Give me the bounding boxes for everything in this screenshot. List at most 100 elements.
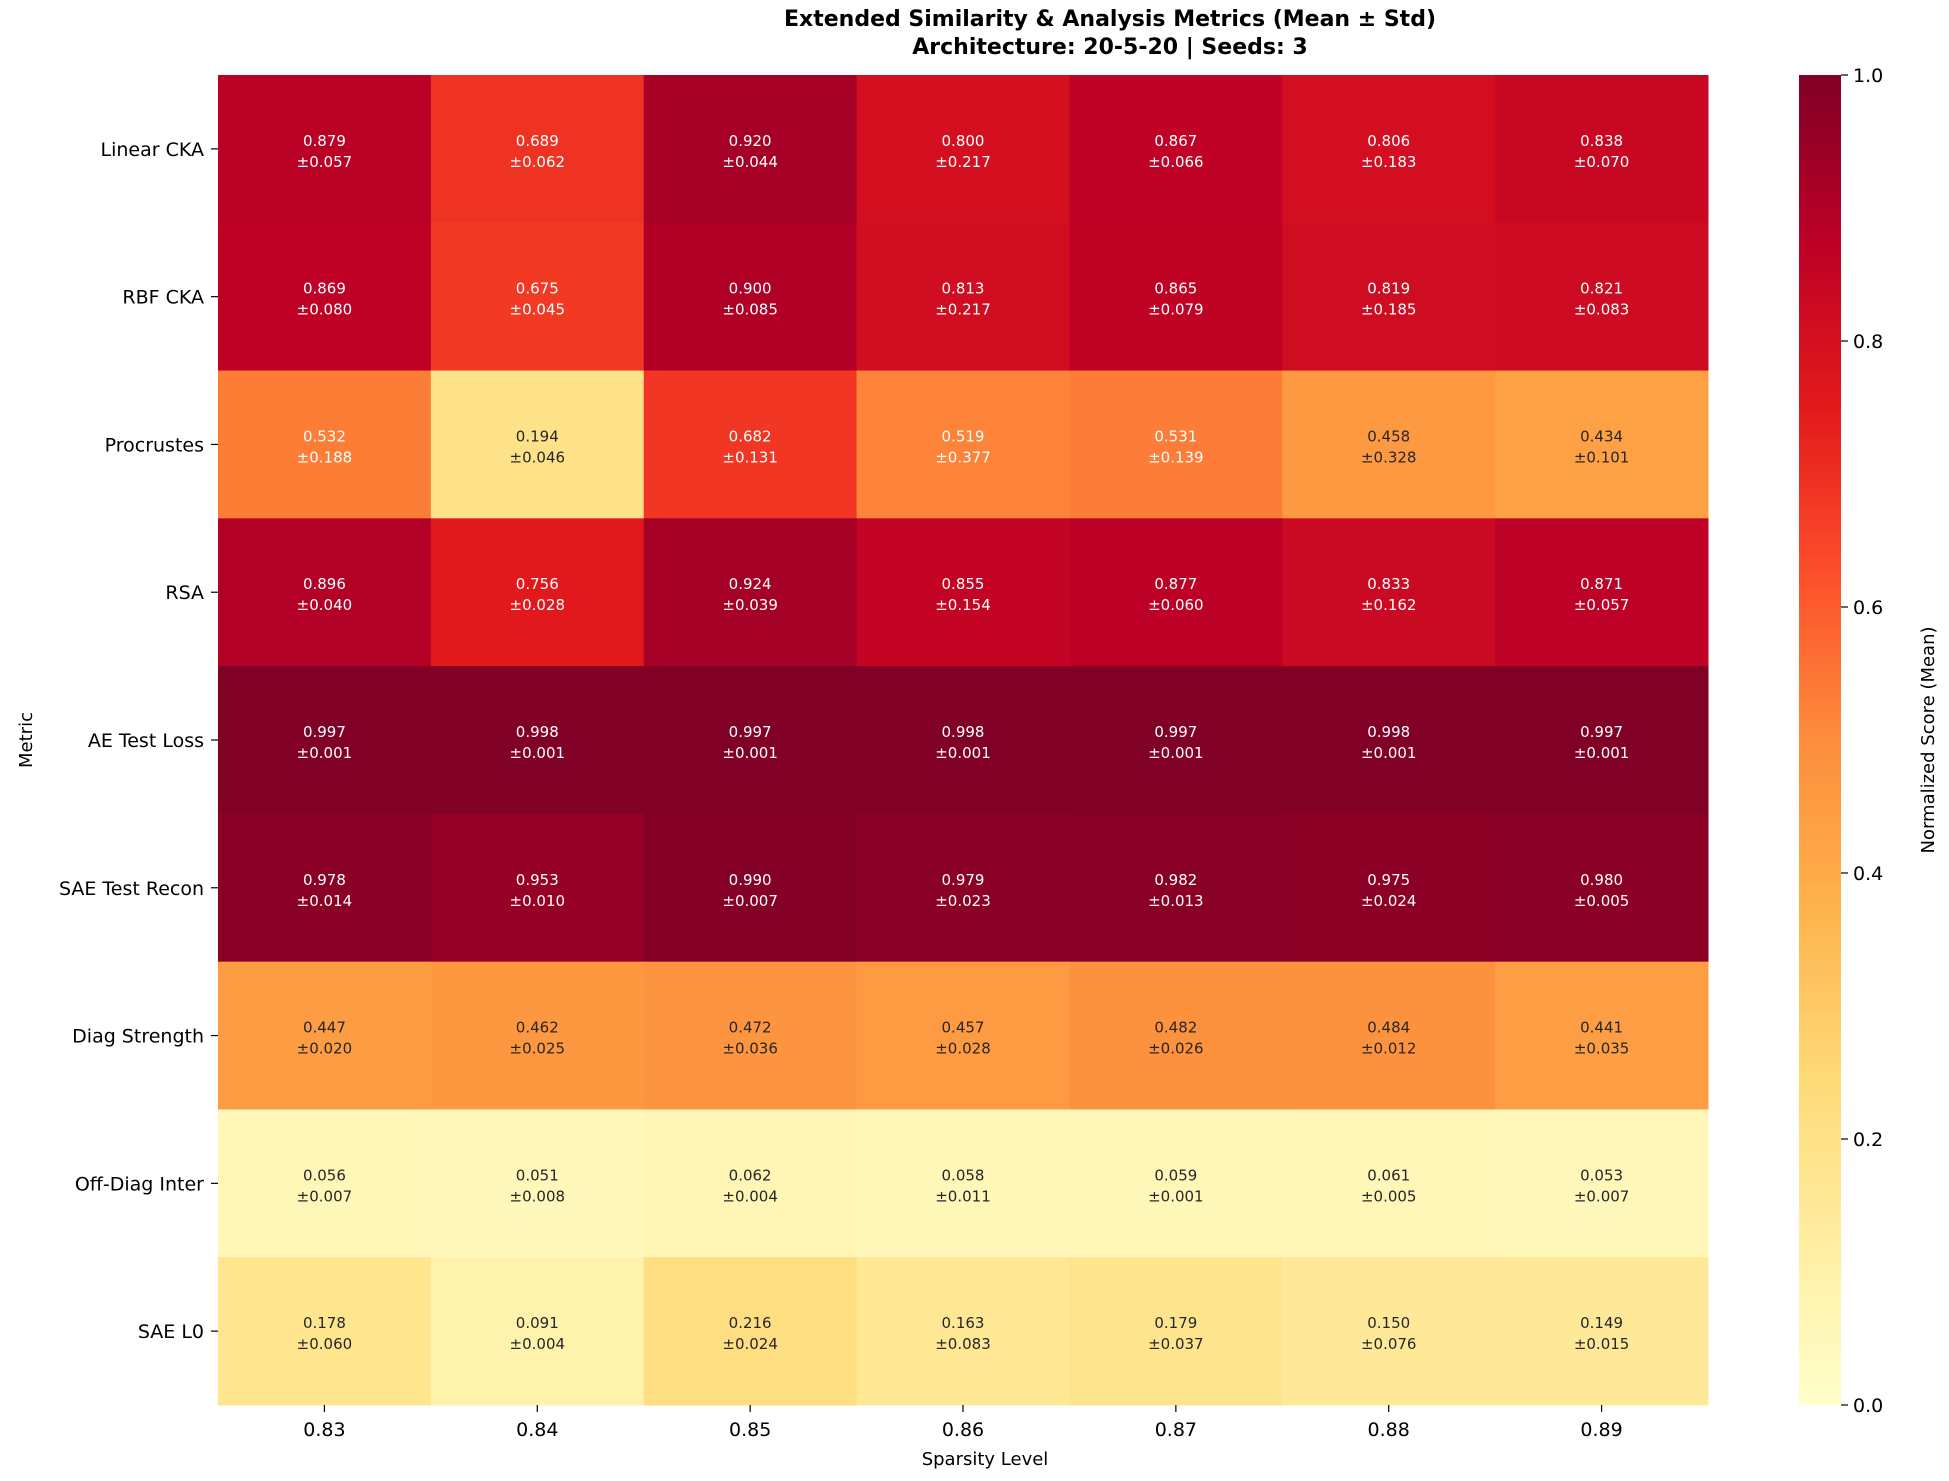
cell-std-label: ±0.185 bbox=[1361, 301, 1417, 319]
cell-mean-label: 0.997 bbox=[729, 723, 772, 741]
cell-std-label: ±0.037 bbox=[1148, 1335, 1204, 1353]
cell-std-label: ±0.001 bbox=[1148, 744, 1204, 762]
cell-mean-label: 0.532 bbox=[303, 427, 346, 445]
cell-std-label: ±0.001 bbox=[297, 744, 353, 762]
heatmap-cell bbox=[643, 75, 858, 224]
heatmap-cell bbox=[1282, 666, 1496, 815]
heatmap-cell bbox=[218, 813, 432, 963]
cell-std-label: ±0.062 bbox=[510, 153, 566, 171]
cell-std-label: ±0.070 bbox=[1574, 153, 1630, 171]
x-tick-label: 0.83 bbox=[303, 1419, 345, 1441]
cell-std-label: ±0.101 bbox=[1574, 448, 1630, 466]
colorbar-tick-label: 0.0 bbox=[1853, 1395, 1883, 1417]
heatmap-cell bbox=[218, 1109, 432, 1258]
heatmap-cell bbox=[1282, 813, 1496, 963]
cell-mean-label: 0.833 bbox=[1367, 575, 1410, 593]
cell-mean-label: 0.877 bbox=[1154, 575, 1197, 593]
y-tick-label: Diag Strength bbox=[72, 1026, 204, 1048]
cell-mean-label: 0.800 bbox=[942, 132, 985, 150]
cell-mean-label: 0.675 bbox=[516, 280, 559, 298]
cell-mean-label: 0.484 bbox=[1367, 1019, 1410, 1037]
cell-mean-label: 0.163 bbox=[942, 1314, 985, 1332]
y-tick-label: Linear CKA bbox=[101, 139, 204, 161]
heatmap-cell bbox=[430, 370, 645, 519]
heatmap-cell bbox=[1069, 666, 1283, 815]
heatmap-cell bbox=[218, 370, 432, 519]
colorbar-label: Normalized Score (Mean) bbox=[1918, 626, 1939, 853]
x-tick-label: 0.88 bbox=[1368, 1419, 1410, 1441]
heatmap-cell bbox=[643, 666, 858, 815]
cell-mean-label: 0.978 bbox=[303, 871, 346, 889]
heatmap-cell bbox=[218, 222, 432, 372]
cell-mean-label: 0.194 bbox=[516, 427, 559, 445]
cell-std-label: ±0.079 bbox=[1148, 301, 1204, 319]
cell-mean-label: 0.056 bbox=[303, 1166, 346, 1184]
heatmap-cell bbox=[430, 222, 645, 372]
cell-std-label: ±0.045 bbox=[510, 301, 566, 319]
cell-mean-label: 0.179 bbox=[1154, 1314, 1197, 1332]
cell-std-label: ±0.057 bbox=[1574, 596, 1630, 614]
cell-std-label: ±0.188 bbox=[297, 448, 353, 466]
cell-std-label: ±0.035 bbox=[1574, 1040, 1630, 1058]
cell-mean-label: 0.869 bbox=[303, 280, 346, 298]
cell-mean-label: 0.531 bbox=[1154, 427, 1197, 445]
cell-std-label: ±0.023 bbox=[935, 892, 991, 910]
heatmap-cell bbox=[1495, 961, 1709, 1110]
cell-std-label: ±0.005 bbox=[1361, 1187, 1417, 1205]
heatmap-cell bbox=[1495, 666, 1709, 815]
heatmap-cell bbox=[218, 961, 432, 1110]
x-tick-label: 0.86 bbox=[942, 1419, 984, 1441]
heatmap-cell bbox=[643, 222, 858, 372]
cell-mean-label: 0.900 bbox=[729, 280, 772, 298]
cell-mean-label: 0.979 bbox=[942, 871, 985, 889]
cell-std-label: ±0.328 bbox=[1361, 448, 1417, 466]
cell-std-label: ±0.046 bbox=[510, 448, 566, 466]
cell-std-label: ±0.004 bbox=[722, 1187, 778, 1205]
heatmap-cell bbox=[430, 518, 645, 667]
cell-std-label: ±0.154 bbox=[935, 596, 991, 614]
cell-std-label: ±0.026 bbox=[1148, 1040, 1204, 1058]
heatmap-cell bbox=[643, 961, 858, 1110]
cell-mean-label: 0.924 bbox=[729, 575, 772, 593]
cell-std-label: ±0.010 bbox=[510, 892, 566, 910]
cell-mean-label: 0.149 bbox=[1580, 1314, 1623, 1332]
cell-mean-label: 0.838 bbox=[1580, 132, 1623, 150]
cell-std-label: ±0.039 bbox=[722, 596, 778, 614]
cell-mean-label: 0.462 bbox=[516, 1019, 559, 1037]
colorbar-tick-label: 0.2 bbox=[1853, 1129, 1883, 1151]
heatmap-cell bbox=[218, 75, 432, 224]
heatmap-cell bbox=[1282, 75, 1496, 224]
heatmap-cell bbox=[1069, 518, 1283, 667]
cell-std-label: ±0.044 bbox=[722, 153, 778, 171]
heatmap-cell bbox=[643, 1109, 858, 1258]
x-tick-label: 0.85 bbox=[729, 1419, 771, 1441]
cell-mean-label: 0.871 bbox=[1580, 575, 1623, 593]
cell-mean-label: 0.982 bbox=[1154, 871, 1197, 889]
cell-std-label: ±0.011 bbox=[935, 1187, 991, 1205]
heatmap-cell bbox=[1069, 961, 1283, 1110]
heatmap-cell bbox=[856, 1109, 1070, 1258]
chart-subtitle: Architecture: 20-5-20 | Seeds: 3 bbox=[912, 35, 1307, 60]
cell-mean-label: 0.447 bbox=[303, 1019, 346, 1037]
cell-mean-label: 0.998 bbox=[942, 723, 985, 741]
cell-mean-label: 0.091 bbox=[516, 1314, 559, 1332]
x-tick-label: 0.87 bbox=[1155, 1419, 1197, 1441]
x-axis-label: Sparsity Level bbox=[922, 1449, 1049, 1470]
cell-std-label: ±0.001 bbox=[1361, 744, 1417, 762]
cell-std-label: ±0.001 bbox=[722, 744, 778, 762]
cell-std-label: ±0.066 bbox=[1148, 153, 1204, 171]
cell-std-label: ±0.076 bbox=[1361, 1335, 1417, 1353]
heatmap-cell bbox=[856, 518, 1070, 667]
heatmap-cell bbox=[430, 1109, 645, 1258]
cell-mean-label: 0.441 bbox=[1580, 1019, 1623, 1037]
cell-mean-label: 0.682 bbox=[729, 427, 772, 445]
heatmap-cell bbox=[856, 813, 1070, 963]
cell-std-label: ±0.085 bbox=[722, 301, 778, 319]
cell-std-label: ±0.020 bbox=[297, 1040, 353, 1058]
cell-mean-label: 0.689 bbox=[516, 132, 559, 150]
cell-std-label: ±0.014 bbox=[297, 892, 353, 910]
heatmap-cell bbox=[1282, 1109, 1496, 1258]
heatmap-cell bbox=[643, 518, 858, 667]
